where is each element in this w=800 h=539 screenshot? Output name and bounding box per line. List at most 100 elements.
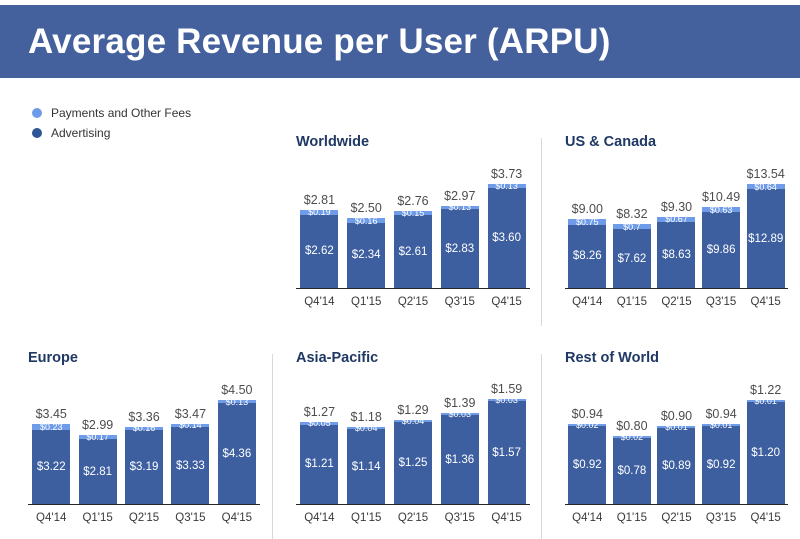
- total-label: $3.45: [35, 407, 67, 422]
- stacked-bar: $0.15 $2.61: [393, 208, 432, 288]
- x-axis-labels-europe: Q4'14 Q1'15 Q2'15 Q3'15 Q4'15: [28, 512, 260, 524]
- x-axis-label: Q4'15: [750, 296, 781, 308]
- bar-column: $2.99 $0.17 $2.81: [74, 418, 120, 504]
- payments-segment: $0.75: [568, 217, 607, 227]
- payments-segment: $0.16: [125, 423, 164, 433]
- x-axis-label: Q2'15: [661, 512, 692, 524]
- advertising-segment: $8.63: [657, 221, 696, 288]
- x-axis-label: Q1'15: [351, 296, 382, 308]
- x-axis-label: Q4'15: [750, 512, 781, 524]
- payments-segment: $0.17: [78, 432, 117, 443]
- payments-value-label: $0.23: [39, 421, 63, 432]
- total-label: $9.00: [571, 201, 603, 216]
- stacked-bar: $0.7 $7.62: [612, 221, 651, 288]
- total-label: $1.59: [490, 382, 523, 397]
- advertising-value-label: $9.86: [706, 244, 736, 257]
- advertising-segment: $1.21: [300, 424, 339, 504]
- bar-column: $3.45 $0.23 $3.22: [28, 407, 74, 504]
- advertising-segment: $12.89: [746, 189, 785, 288]
- plot-area-rest-of-world: $0.94 $0.02 $0.92 $0.80 $0.02 $0.78 $0.90 $0.01…: [565, 376, 788, 505]
- chart-rest-of-world: Rest of World $0.94 $0.02 $0.92 $0.80 $0.02 $…: [541, 350, 798, 539]
- plot-area-asia-pacific: $1.27 $0.05 $1.21 $1.18 $0.04 $1.14 $1.29 $0.04…: [296, 376, 530, 505]
- x-axis-label: Q1'15: [616, 296, 648, 308]
- payments-value-label: $0.15: [401, 208, 425, 219]
- advertising-segment: $9.86: [702, 212, 741, 288]
- payments-segment: $0.01: [746, 396, 785, 406]
- payments-value-label: $0.63: [709, 204, 733, 215]
- payments-value-label: $0.03: [448, 409, 472, 420]
- bar-column: $3.36 $0.16 $3.19: [121, 410, 167, 504]
- advertising-segment: $2.61: [393, 215, 432, 288]
- advertising-value-label: $1.14: [351, 460, 381, 473]
- x-axis-label: Q1'15: [616, 512, 648, 524]
- stacked-bar: $0.02 $0.78: [612, 432, 651, 504]
- payments-segment: $0.13: [217, 397, 256, 407]
- stacked-bar: $0.13 $2.83: [440, 202, 479, 288]
- x-axis-labels-us-canada: Q4'14 Q1'15 Q2'15 Q3'15 Q4'15: [565, 296, 788, 308]
- payments-segment: $0.19: [300, 207, 339, 217]
- x-axis-label: Q4'15: [491, 512, 522, 524]
- advertising-segment: $1.14: [347, 429, 386, 504]
- bar-column: $1.18 $0.04 $1.14: [343, 410, 390, 504]
- stacked-bar: $0.01 $0.92: [702, 420, 741, 504]
- advertising-segment: $7.62: [612, 229, 651, 288]
- payments-value-label: $0.16: [354, 215, 378, 226]
- chart-asia-pacific: Asia-Pacific $1.27 $0.05 $1.21 $1.18 $0.04 $1…: [272, 350, 540, 539]
- total-label: $0.94: [571, 406, 603, 421]
- advertising-segment: $2.83: [440, 209, 479, 288]
- chart-worldwide: Worldwide $2.81 $0.19 $2.62 $2.50 $0.16 $2.34…: [272, 134, 540, 312]
- stacked-bar: $0.03 $1.57: [487, 395, 526, 504]
- payments-segment: $0.13: [440, 202, 479, 212]
- advertising-segment: $0.92: [702, 425, 741, 504]
- stacked-bar: $0.13 $4.36: [217, 397, 256, 504]
- x-axis-label: Q4'14: [304, 512, 335, 524]
- total-label: $4.50: [221, 383, 253, 398]
- advertising-value-label: $2.34: [351, 249, 381, 262]
- payments-value-label: $0.17: [86, 432, 109, 443]
- advertising-value-label: $1.21: [305, 458, 334, 471]
- total-label: $1.29: [397, 402, 429, 417]
- payments-segment: $0.67: [657, 214, 696, 224]
- advertising-value-label: $1.20: [751, 446, 781, 459]
- advertising-segment: $3.33: [171, 427, 210, 504]
- stacked-bar: $0.04 $1.25: [393, 416, 432, 504]
- total-label: $3.47: [174, 406, 207, 421]
- total-label: $0.80: [616, 418, 648, 433]
- advertising-segment: $4.36: [217, 403, 256, 504]
- payments-segment: $0.02: [612, 432, 651, 442]
- legend-item-payments: Payments and Other Fees: [32, 106, 191, 120]
- payments-segment: $0.15: [393, 208, 432, 219]
- advertising-segment: $0.89: [657, 428, 696, 504]
- payments-value-label: $0.01: [754, 395, 777, 406]
- payments-segment: $0.03: [487, 395, 526, 405]
- x-axis-label: Q1'15: [82, 512, 113, 524]
- advertising-value-label: $2.61: [398, 245, 428, 258]
- advertising-value-label: $1.25: [398, 457, 428, 470]
- advertising-segment: $3.60: [487, 187, 526, 288]
- total-label: $0.90: [660, 409, 693, 424]
- bar-column: $1.22 $0.01 $1.20: [743, 383, 788, 504]
- total-label: $2.99: [81, 418, 114, 433]
- payments-value-label: $0.7: [623, 221, 641, 232]
- advertising-segment: $1.57: [487, 401, 526, 504]
- advertising-segment: $3.22: [32, 429, 71, 504]
- advertising-segment: $1.20: [746, 401, 785, 504]
- total-label: $10.49: [701, 190, 741, 205]
- stacked-bar: $0.05 $1.21: [300, 418, 339, 504]
- bar-column: $1.27 $0.05 $1.21: [296, 405, 343, 504]
- payments-segment: $0.7: [612, 221, 651, 232]
- chart-title-us-canada: US & Canada: [565, 134, 657, 150]
- x-axis-label: Q2'15: [661, 296, 692, 308]
- payments-value-label: $0.04: [354, 423, 378, 434]
- bar-column: $0.90 $0.01 $0.89: [654, 409, 699, 504]
- advertising-value-label: $0.89: [662, 460, 691, 473]
- x-axis-label: Q4'14: [572, 512, 603, 524]
- bar-column: $0.94 $0.01 $0.92: [699, 407, 744, 504]
- chart-title-rest-of-world: Rest of World: [565, 350, 659, 366]
- payments-segment: $0.13: [487, 181, 526, 191]
- advertising-value-label: $4.36: [222, 447, 252, 460]
- bar-column: $9.00 $0.75 $8.26: [565, 202, 610, 288]
- x-axis-label: Q2'15: [128, 512, 160, 524]
- x-axis-label: Q2'15: [397, 296, 429, 308]
